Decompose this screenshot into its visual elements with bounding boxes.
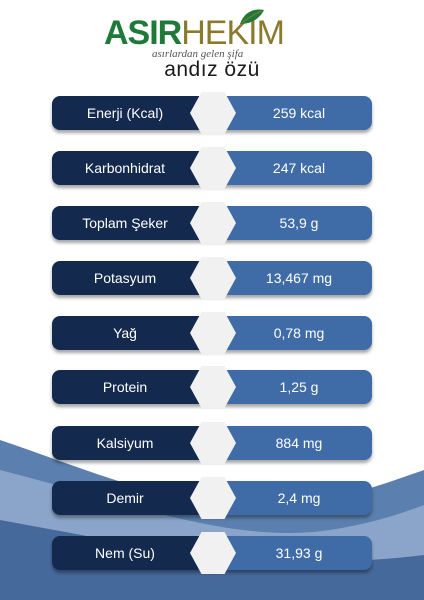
nutrition-row-protein: Protein 1,25 g bbox=[52, 366, 372, 408]
nutrition-label: Yağ bbox=[52, 316, 212, 350]
nutrition-value: 247 kcal bbox=[212, 151, 372, 185]
leaf-icon bbox=[240, 9, 264, 24]
brand-wordmark: ASIRHEKİM bbox=[104, 14, 285, 52]
brand-name-part1: ASIR bbox=[104, 14, 182, 52]
hexagon-divider-icon bbox=[190, 532, 236, 574]
hexagon-divider-icon bbox=[190, 202, 236, 244]
nutrition-value: 1,25 g bbox=[212, 370, 372, 404]
nutrition-row-iron: Demir 2,4 mg bbox=[52, 477, 372, 519]
hexagon-divider-icon bbox=[190, 257, 236, 299]
product-title: andız özü bbox=[164, 58, 260, 81]
nutrition-value: 0,78 mg bbox=[212, 316, 372, 350]
hexagon-divider-icon bbox=[190, 477, 236, 519]
nutrition-row-carbohydrate: Karbonhidrat 247 kcal bbox=[52, 147, 372, 189]
nutrition-value: 2,4 mg bbox=[212, 481, 372, 515]
nutrition-value: 259 kcal bbox=[212, 96, 372, 130]
nutrition-row-calcium: Kalsiyum 884 mg bbox=[52, 422, 372, 464]
nutrition-label: Potasyum bbox=[52, 261, 212, 295]
nutrition-row-energy: Enerji (Kcal) 259 kcal bbox=[52, 92, 372, 134]
hexagon-divider-icon bbox=[190, 422, 236, 464]
hexagon-divider-icon bbox=[190, 312, 236, 354]
nutrition-value: 884 mg bbox=[212, 426, 372, 460]
nutrition-label: Demir bbox=[52, 481, 212, 515]
nutrition-label: Toplam Şeker bbox=[52, 206, 212, 240]
hexagon-divider-icon bbox=[190, 366, 236, 408]
nutrition-row-moisture: Nem (Su) 31,93 g bbox=[52, 532, 372, 574]
nutrition-value: 53,9 g bbox=[212, 206, 372, 240]
brand-logo: ASIRHEKİM asırlardan gelen şifa bbox=[0, 8, 424, 60]
nutrition-value: 31,93 g bbox=[212, 536, 372, 570]
hexagon-divider-icon bbox=[190, 92, 236, 134]
nutrition-row-fat: Yağ 0,78 mg bbox=[52, 312, 372, 354]
nutrition-label: Enerji (Kcal) bbox=[52, 96, 212, 130]
nutrition-row-total-sugar: Toplam Şeker 53,9 g bbox=[52, 202, 372, 244]
brand-name-part2: HEKİM bbox=[181, 14, 285, 52]
nutrition-label: Protein bbox=[52, 370, 212, 404]
nutrition-label: Kalsiyum bbox=[52, 426, 212, 460]
nutrition-value: 13,467 mg bbox=[212, 261, 372, 295]
brand-tagline: asırlardan gelen şifa bbox=[152, 48, 244, 60]
nutrition-label: Nem (Su) bbox=[52, 536, 212, 570]
hexagon-divider-icon bbox=[190, 147, 236, 189]
nutrition-label: Karbonhidrat bbox=[52, 151, 212, 185]
nutrition-row-potassium: Potasyum 13,467 mg bbox=[52, 257, 372, 299]
